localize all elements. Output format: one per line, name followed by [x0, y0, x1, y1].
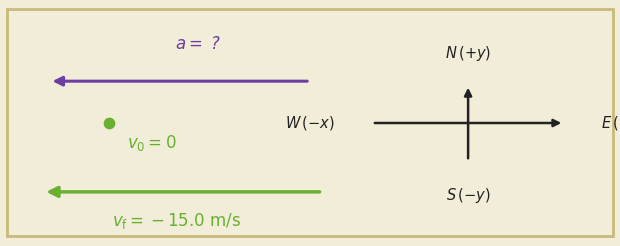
- Text: $a = $ ?: $a = $ ?: [175, 35, 221, 53]
- Text: $N\,(+y)$: $N\,(+y)$: [445, 44, 491, 63]
- Text: $v_{\mathrm{f}} = -15.0\ \mathrm{m/s}$: $v_{\mathrm{f}} = -15.0\ \mathrm{m/s}$: [112, 211, 241, 231]
- FancyBboxPatch shape: [7, 9, 613, 236]
- Text: $W\,(-x)$: $W\,(-x)$: [285, 114, 335, 132]
- Text: $E\,(+x)$: $E\,(+x)$: [601, 114, 620, 132]
- Point: [104, 121, 113, 125]
- Text: $v_0 = 0$: $v_0 = 0$: [127, 133, 177, 153]
- Text: $S\,(-y)$: $S\,(-y)$: [446, 186, 490, 205]
